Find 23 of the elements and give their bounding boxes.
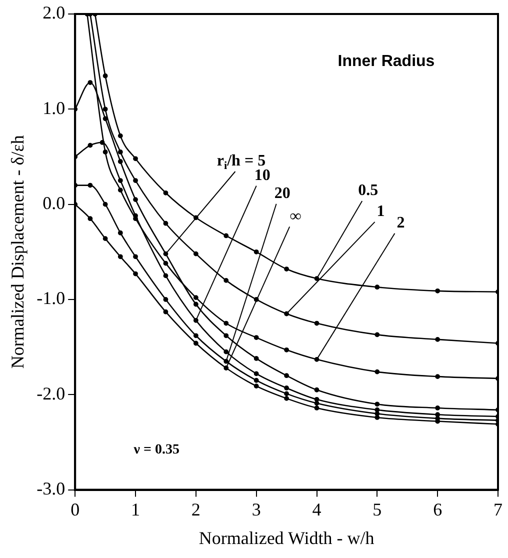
x-tick-label: 1 <box>131 499 140 520</box>
x-axis-title: Normalized Width - w/h <box>198 528 374 548</box>
x-tick-label: 2 <box>191 499 200 520</box>
y-tick-label: 0.0 <box>42 193 66 214</box>
x-tick-label: 7 <box>494 499 502 520</box>
text: 20 <box>274 184 290 202</box>
y-tick-label: -3.0 <box>36 478 66 499</box>
annotation: ν = 0.35 <box>132 442 180 458</box>
x-tick-label: 0 <box>70 499 80 520</box>
annotation: Inner Radius <box>338 52 435 70</box>
x-tick-label: 6 <box>433 499 442 520</box>
x-tick-label: 5 <box>372 499 382 520</box>
y-axis-title: Normalized Displacement - δ/εh <box>8 135 28 369</box>
text: 1 <box>376 203 385 220</box>
y-tick-label: -1.0 <box>36 288 66 308</box>
x-tick-label: 4 <box>312 499 322 520</box>
text: 2 <box>396 214 405 232</box>
text: 0.5 <box>358 182 378 200</box>
y-tick-label: 2.0 <box>42 2 66 23</box>
y-tick-label: 1.0 <box>42 98 66 118</box>
y-tick-label: -2.0 <box>36 383 66 404</box>
x-tick-label: 3 <box>252 499 261 520</box>
text: ∞ <box>290 208 302 225</box>
